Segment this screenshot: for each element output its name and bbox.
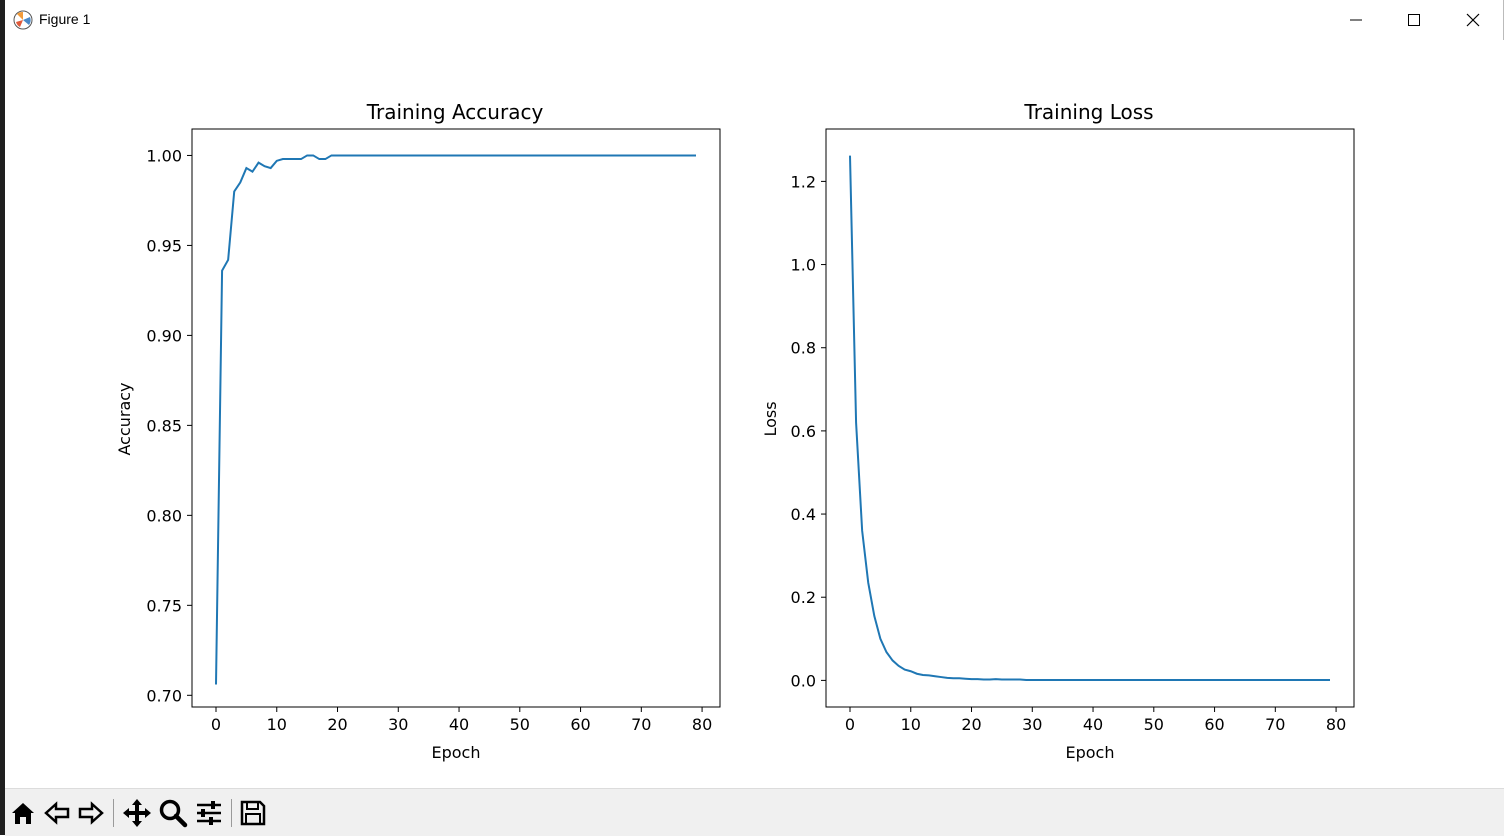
minimize-icon bbox=[1350, 19, 1362, 21]
toolbar-separator bbox=[113, 799, 114, 827]
loss-title: Training Loss bbox=[1023, 100, 1153, 124]
accuracy-ytick-label: 0.90 bbox=[146, 326, 182, 345]
loss-ytick-label: 0.0 bbox=[791, 671, 816, 690]
accuracy-ytick-label: 0.95 bbox=[146, 236, 182, 255]
accuracy-ytick-label: 0.75 bbox=[146, 596, 182, 615]
accuracy-title: Training Accuracy bbox=[366, 100, 544, 124]
maximize-button[interactable] bbox=[1385, 0, 1443, 40]
maximize-icon bbox=[1408, 14, 1420, 26]
title-bar: Figure 1 bbox=[5, 0, 1503, 40]
desktop-background bbox=[0, 0, 5, 835]
loss-xtick-label: 40 bbox=[1083, 715, 1103, 734]
accuracy-ytick-label: 1.00 bbox=[146, 146, 182, 165]
loss-xtick-label: 30 bbox=[1022, 715, 1042, 734]
configure-subplots-button[interactable] bbox=[193, 797, 225, 829]
configure-subplots-icon bbox=[197, 801, 221, 825]
loss-ytick-label: 0.6 bbox=[791, 422, 816, 441]
home-icon bbox=[12, 803, 34, 824]
loss-ytick-label: 1.2 bbox=[791, 172, 816, 191]
save-button[interactable] bbox=[237, 797, 269, 829]
accuracy-xtick-label: 50 bbox=[510, 715, 530, 734]
zoom-icon bbox=[159, 799, 188, 828]
accuracy-xtick-label: 30 bbox=[388, 715, 408, 734]
loss-line bbox=[849, 155, 1330, 681]
forward-button[interactable] bbox=[75, 797, 107, 829]
accuracy-xtick-label: 0 bbox=[211, 715, 221, 734]
loss-xtick-label: 10 bbox=[901, 715, 921, 734]
accuracy-xtick-label: 60 bbox=[570, 715, 590, 734]
pan-button[interactable] bbox=[121, 797, 153, 829]
loss-xlabel: Epoch bbox=[1066, 743, 1115, 762]
accuracy-xtick-label: 40 bbox=[449, 715, 469, 734]
accuracy-ytick-label: 0.80 bbox=[146, 506, 182, 525]
loss-xtick-label: 50 bbox=[1144, 715, 1164, 734]
loss-ytick-label: 1.0 bbox=[791, 256, 816, 275]
save-icon bbox=[240, 800, 266, 826]
minimize-button[interactable] bbox=[1327, 0, 1385, 40]
accuracy-ytick-label: 0.70 bbox=[146, 686, 182, 705]
loss-xtick-label: 80 bbox=[1326, 715, 1346, 734]
loss-plot-frame bbox=[825, 128, 1355, 708]
zoom-button[interactable] bbox=[157, 797, 189, 829]
matplotlib-logo-icon bbox=[13, 10, 33, 30]
close-icon bbox=[1466, 13, 1480, 27]
figure-window: Figure 1 Training Accuracy 0 10 20 30 40 50 60… bbox=[5, 0, 1504, 836]
loss-ytick-label: 0.2 bbox=[791, 588, 816, 607]
figure-svg: Training Accuracy 0 10 20 30 40 50 60 70 80 0.70 0… bbox=[115, 100, 1355, 762]
accuracy-line bbox=[215, 154, 696, 685]
home-button[interactable] bbox=[7, 797, 39, 829]
back-button[interactable] bbox=[41, 797, 73, 829]
loss-xtick-label: 60 bbox=[1204, 715, 1224, 734]
accuracy-xtick-label: 80 bbox=[692, 715, 712, 734]
forward-icon bbox=[78, 801, 104, 825]
accuracy-xlabel: Epoch bbox=[432, 743, 481, 762]
loss-ylabel: Loss bbox=[761, 401, 780, 436]
back-icon bbox=[44, 801, 70, 825]
accuracy-xtick-label: 70 bbox=[631, 715, 651, 734]
window-title: Figure 1 bbox=[39, 11, 91, 27]
loss-ytick-label: 0.4 bbox=[791, 505, 816, 524]
toolbar-separator bbox=[231, 799, 232, 827]
accuracy-plot-frame bbox=[191, 128, 721, 708]
accuracy-ylabel: Accuracy bbox=[115, 382, 134, 455]
loss-ytick-label: 0.8 bbox=[791, 339, 816, 358]
pan-icon bbox=[123, 799, 151, 827]
accuracy-ytick-label: 0.85 bbox=[146, 416, 182, 435]
navigation-toolbar bbox=[5, 788, 1504, 836]
loss-xtick-label: 20 bbox=[961, 715, 981, 734]
loss-xtick-label: 0 bbox=[845, 715, 855, 734]
figure-canvas[interactable]: Training Accuracy 0 10 20 30 40 50 60 70 80 0.70 0… bbox=[5, 40, 1504, 788]
accuracy-xtick-label: 10 bbox=[267, 715, 287, 734]
loss-axes: Training Loss 0 10 20 30 40 50 60 70 80 0.0 0.2 0.4… bbox=[761, 100, 1355, 762]
close-button[interactable] bbox=[1444, 0, 1502, 40]
accuracy-axes: Training Accuracy 0 10 20 30 40 50 60 70 80 0.70 0… bbox=[115, 100, 721, 762]
accuracy-xtick-label: 20 bbox=[327, 715, 347, 734]
loss-xtick-label: 70 bbox=[1265, 715, 1285, 734]
